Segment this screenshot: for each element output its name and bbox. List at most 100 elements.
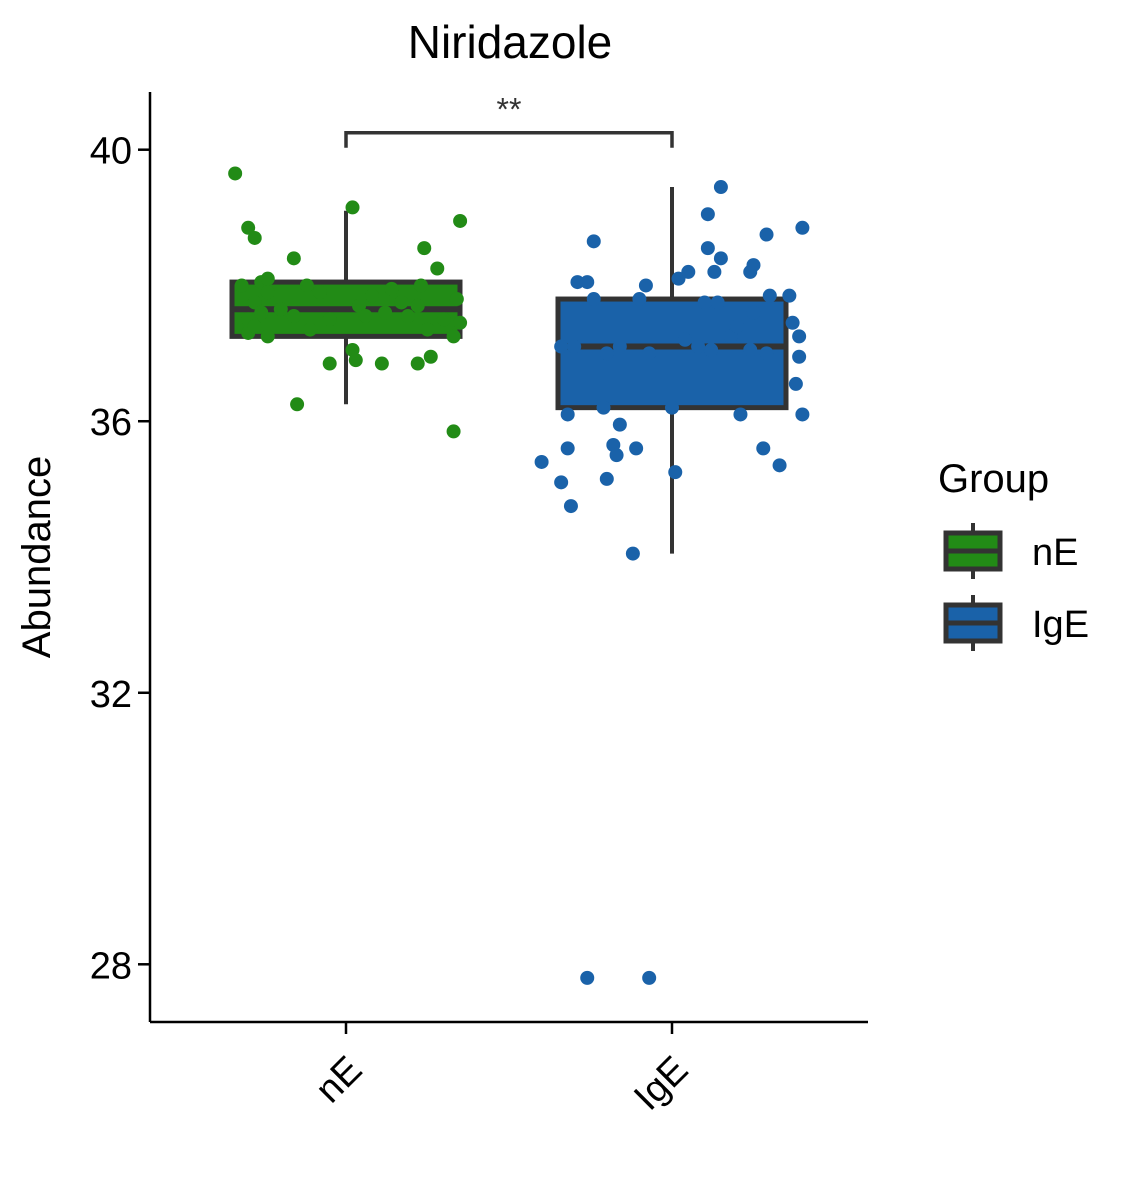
data-point-IgE-2 xyxy=(554,339,569,354)
data-point-nE-3 xyxy=(241,220,256,235)
legend-label-nE: nE xyxy=(1032,532,1078,574)
data-point-IgE-5 xyxy=(563,499,578,514)
data-point-IgE-3 xyxy=(560,407,575,422)
data-point-nE-1 xyxy=(234,278,249,293)
data-point-nE-42 xyxy=(446,424,461,439)
data-point-nE-43 xyxy=(449,292,464,307)
data-point-IgE-27 xyxy=(671,271,686,286)
data-point-nE-30 xyxy=(384,281,399,296)
data-point-IgE-41 xyxy=(733,407,748,422)
data-point-IgE-33 xyxy=(700,241,715,256)
data-point-nE-38 xyxy=(423,349,438,364)
data-point-nE-34 xyxy=(410,298,425,313)
data-point-IgE-34 xyxy=(704,342,719,357)
y-tick-label-40: 40 xyxy=(90,131,132,173)
data-point-IgE-52 xyxy=(785,315,800,330)
data-point-IgE-47 xyxy=(759,346,774,361)
y-axis-title: Abundance xyxy=(15,456,59,658)
data-point-nE-13 xyxy=(273,302,288,317)
data-point-IgE-29 xyxy=(681,264,696,279)
data-point-nE-39 xyxy=(430,261,445,276)
data-point-nE-25 xyxy=(352,298,367,313)
data-point-nE-17 xyxy=(299,278,314,293)
legend-item-nE: nE xyxy=(943,523,1078,579)
chart-title: Niridazole xyxy=(408,16,613,68)
data-point-IgE-26 xyxy=(668,465,683,480)
data-point-nE-29 xyxy=(374,356,389,371)
data-point-nE-18 xyxy=(303,322,318,337)
data-point-nE-32 xyxy=(400,309,415,324)
data-point-IgE-6 xyxy=(567,339,582,354)
y-tick-label-28: 28 xyxy=(90,945,132,987)
data-point-nE-45 xyxy=(453,315,468,330)
data-point-IgE-24 xyxy=(642,346,657,361)
data-point-IgE-36 xyxy=(710,295,725,310)
data-point-IgE-13 xyxy=(599,346,614,361)
data-point-IgE-45 xyxy=(746,305,761,320)
data-point-IgE-9 xyxy=(580,970,595,985)
data-point-IgE-11 xyxy=(586,292,601,307)
data-point-IgE-51 xyxy=(782,288,797,303)
data-point-nE-35 xyxy=(413,278,428,293)
data-point-IgE-57 xyxy=(795,220,810,235)
data-point-IgE-30 xyxy=(691,339,706,354)
data-point-IgE-40 xyxy=(730,319,745,334)
legend-title: Group xyxy=(938,457,1049,501)
data-point-nE-6 xyxy=(247,295,262,310)
data-point-IgE-35 xyxy=(707,264,722,279)
data-point-nE-12 xyxy=(260,329,275,344)
box-nE xyxy=(229,210,463,405)
data-point-nE-24 xyxy=(345,200,360,215)
data-point-IgE-25 xyxy=(665,400,679,415)
significance-bracket: ** xyxy=(344,92,674,148)
legend-label-IgE: IgE xyxy=(1032,604,1089,646)
plot-area: 28 32 36 40 nE IgE ** xyxy=(90,92,868,1119)
data-point-IgE-14 xyxy=(599,471,614,486)
data-point-IgE-28 xyxy=(678,332,693,347)
data-point-nE-0 xyxy=(228,166,243,181)
data-point-nE-44 xyxy=(453,213,468,228)
points-nE xyxy=(228,166,468,439)
data-point-nE-7 xyxy=(247,319,262,334)
legend: Group nE IgE xyxy=(938,457,1089,651)
data-point-nE-21 xyxy=(322,356,337,371)
data-point-nE-27 xyxy=(365,288,380,303)
data-point-IgE-42 xyxy=(743,342,758,357)
data-point-nE-5 xyxy=(247,230,262,245)
data-point-IgE-1 xyxy=(554,475,569,490)
data-point-nE-15 xyxy=(286,251,301,266)
data-point-nE-19 xyxy=(312,285,327,300)
data-point-IgE-31 xyxy=(697,295,712,310)
data-point-nE-28 xyxy=(378,305,393,320)
x-tick-label-IgE: IgE xyxy=(626,1049,696,1119)
data-point-IgE-38 xyxy=(713,180,728,195)
data-point-IgE-54 xyxy=(792,329,807,344)
data-point-IgE-19 xyxy=(625,546,640,561)
data-point-IgE-32 xyxy=(700,207,715,222)
y-tick-label-32: 32 xyxy=(90,674,132,716)
data-point-IgE-22 xyxy=(638,278,653,293)
data-point-IgE-49 xyxy=(762,288,777,303)
data-point-IgE-12 xyxy=(596,400,611,415)
data-point-IgE-4 xyxy=(560,441,575,456)
data-point-IgE-39 xyxy=(723,329,738,344)
data-point-IgE-16 xyxy=(609,448,624,463)
data-point-IgE-21 xyxy=(632,292,647,307)
data-point-IgE-53 xyxy=(788,376,803,391)
data-point-IgE-10 xyxy=(586,234,601,249)
legend-item-IgE: IgE xyxy=(943,595,1089,651)
data-point-nE-26 xyxy=(358,309,373,324)
data-point-nE-31 xyxy=(394,295,409,310)
data-point-nE-20 xyxy=(322,312,337,327)
data-point-nE-10 xyxy=(260,271,275,286)
data-point-nE-9 xyxy=(254,305,269,320)
data-point-nE-14 xyxy=(286,309,301,324)
data-point-IgE-50 xyxy=(772,458,787,473)
x-tick-label-nE: nE xyxy=(308,1049,371,1112)
data-point-nE-37 xyxy=(420,322,435,337)
data-point-IgE-7 xyxy=(570,275,585,290)
data-point-nE-41 xyxy=(446,329,461,344)
data-point-nE-40 xyxy=(436,312,451,327)
data-point-IgE-17 xyxy=(612,417,627,432)
